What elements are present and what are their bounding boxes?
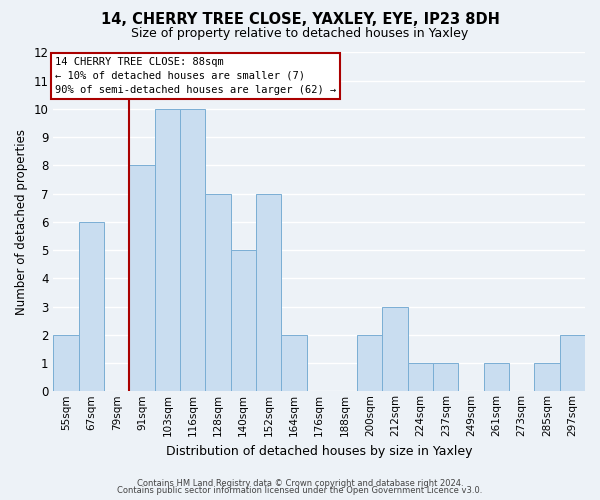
Text: 14 CHERRY TREE CLOSE: 88sqm
← 10% of detached houses are smaller (7)
90% of semi: 14 CHERRY TREE CLOSE: 88sqm ← 10% of det…	[55, 56, 336, 94]
X-axis label: Distribution of detached houses by size in Yaxley: Distribution of detached houses by size …	[166, 444, 472, 458]
Bar	[256, 194, 281, 392]
Bar	[357, 335, 382, 392]
Text: Contains public sector information licensed under the Open Government Licence v3: Contains public sector information licen…	[118, 486, 482, 495]
Bar	[230, 250, 256, 392]
Bar	[155, 109, 180, 392]
Bar	[484, 363, 509, 392]
Y-axis label: Number of detached properties: Number of detached properties	[15, 129, 28, 315]
Bar	[535, 363, 560, 392]
Text: 14, CHERRY TREE CLOSE, YAXLEY, EYE, IP23 8DH: 14, CHERRY TREE CLOSE, YAXLEY, EYE, IP23…	[101, 12, 499, 28]
Bar	[382, 306, 408, 392]
Bar	[433, 363, 458, 392]
Bar	[560, 335, 585, 392]
Bar	[205, 194, 230, 392]
Bar	[53, 335, 79, 392]
Bar	[281, 335, 307, 392]
Text: Contains HM Land Registry data © Crown copyright and database right 2024.: Contains HM Land Registry data © Crown c…	[137, 478, 463, 488]
Text: Size of property relative to detached houses in Yaxley: Size of property relative to detached ho…	[131, 28, 469, 40]
Bar	[79, 222, 104, 392]
Bar	[130, 166, 155, 392]
Bar	[408, 363, 433, 392]
Bar	[180, 109, 205, 392]
